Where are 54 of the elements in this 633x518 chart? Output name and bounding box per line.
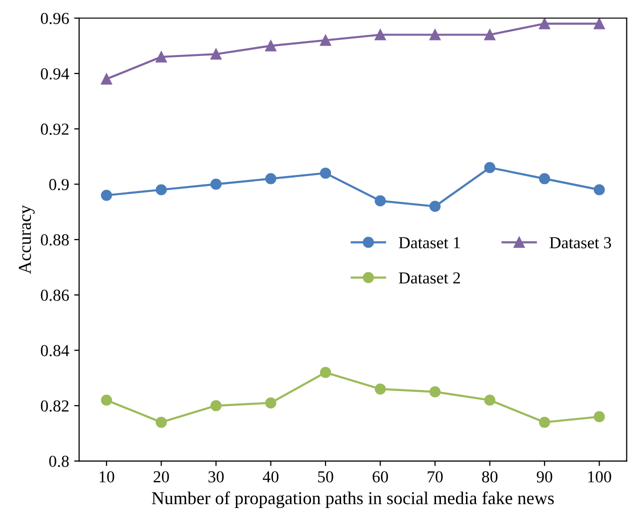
y-tick-label: 0.92 <box>40 124 68 135</box>
y-axis-title: Accuracy <box>18 205 35 274</box>
point <box>265 40 276 52</box>
point <box>594 184 605 196</box>
x-tick-label: 80 <box>482 471 498 482</box>
legend-label: Dataset 3 <box>550 237 612 248</box>
point <box>484 29 496 40</box>
point <box>594 18 605 30</box>
point <box>265 397 276 408</box>
point <box>374 195 386 206</box>
point <box>210 400 222 412</box>
y-tick-label: 0.94 <box>40 68 70 80</box>
point <box>210 48 222 60</box>
y-tick-label: 0.86 <box>40 290 69 301</box>
point <box>210 178 222 190</box>
point <box>484 394 496 406</box>
x-tick-label: 20 <box>154 471 169 482</box>
point <box>320 34 332 46</box>
legend-label: Dataset 1 <box>398 237 460 248</box>
x-axis-title: Number of propagation paths in social media fake news <box>152 491 554 508</box>
y-tick-label: 0.84 <box>40 344 70 356</box>
x-tick-label: 30 <box>208 471 224 482</box>
legend-label: Dataset 2 <box>398 272 460 284</box>
y-tick-label: 0.96 <box>40 12 69 24</box>
x-tick-label: 70 <box>428 471 443 482</box>
point <box>156 51 167 62</box>
x-tick-label: 60 <box>372 471 388 482</box>
x-tick-label: 10 <box>100 471 114 482</box>
x-tick-label: 40 <box>262 471 278 482</box>
point <box>429 29 441 40</box>
point <box>429 386 441 398</box>
point <box>156 184 167 196</box>
point <box>100 190 112 201</box>
x-tick-label: 100 <box>588 471 612 482</box>
point <box>374 29 386 40</box>
point <box>320 366 332 378</box>
point <box>429 200 441 212</box>
x-tick-label: 90 <box>536 471 552 482</box>
point <box>484 162 496 174</box>
point <box>156 416 167 428</box>
y-tick-label: 0.88 <box>40 234 69 246</box>
point <box>538 18 550 30</box>
point <box>100 394 112 406</box>
point <box>538 416 550 428</box>
x-tick-label: 50 <box>318 471 334 482</box>
y-tick-label: 0.82 <box>40 400 68 412</box>
point <box>320 168 332 179</box>
y-tick-label: 0.9 <box>49 178 69 190</box>
y-tick-label: 0.8 <box>49 456 69 468</box>
point <box>594 411 605 422</box>
point <box>265 173 276 184</box>
point <box>100 73 112 85</box>
point <box>374 383 386 395</box>
point <box>538 173 550 184</box>
